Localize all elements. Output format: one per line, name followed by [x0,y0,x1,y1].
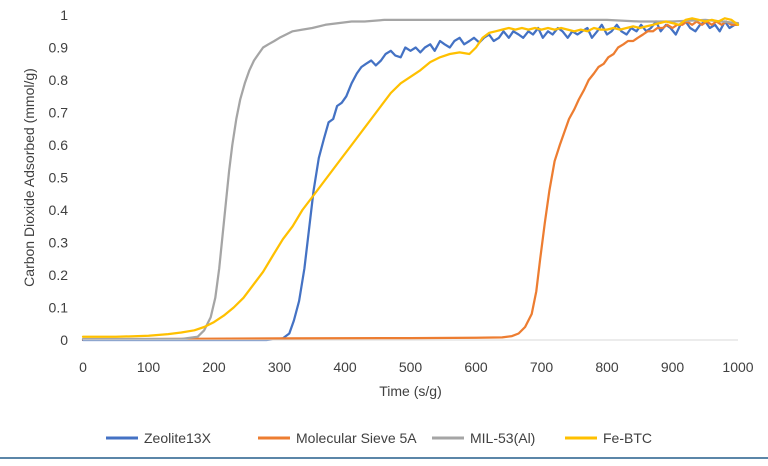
series-line-zeolite13x [81,20,740,342]
axes-layer: 0 100 200 300 400 500 600 700 800 900 1000 0 0.1 0.2 0… [49,7,754,375]
x-tick-label: 0 [79,359,87,375]
x-tick-label: 700 [530,359,554,375]
legend-label: Fe-BTC [603,430,652,446]
x-tick-label: 500 [399,359,423,375]
legend-label: Molecular Sieve 5A [296,430,417,446]
legend-item: Fe-BTC [565,430,652,446]
x-tick-label: 1000 [722,359,753,375]
y-tick-label: 0.3 [49,235,69,251]
legend-item: Molecular Sieve 5A [258,430,417,446]
y-tick-label: 0.7 [49,105,69,121]
x-tick-label: 300 [268,359,292,375]
y-tick-label: 1 [60,7,68,23]
y-tick-label: 0.6 [49,137,69,153]
series-layer [81,17,740,342]
x-tick-label: 600 [464,359,488,375]
x-tick-label: 900 [661,359,685,375]
y-tick-label: 0.5 [49,170,69,186]
legend-label: Zeolite13X [144,430,212,446]
x-tick-label: 200 [202,359,226,375]
legend: Zeolite13X Molecular Sieve 5A MIL-53(Al) Fe… [106,430,652,446]
x-tick-label: 400 [333,359,357,375]
legend-item: Zeolite13X [106,430,212,446]
y-axis-title: Carbon Dioxide Adsorbed (mmol/g) [21,68,37,287]
x-tick-label: 800 [595,359,619,375]
legend-item: MIL-53(Al) [432,430,535,446]
y-tick-label: 0.8 [49,72,69,88]
series-line-molecular-sieve-5a [81,20,740,341]
y-tick-label: 0 [60,332,68,348]
y-tick-label: 0.2 [49,267,69,283]
y-tick-label: 0.1 [49,300,69,316]
series-line-fe-btc [81,17,740,338]
series-line-mil-53-al [81,18,740,341]
legend-label: MIL-53(Al) [470,430,535,446]
x-axis-title: Time (s/g) [379,383,441,399]
y-tick-label: 0.4 [49,202,69,218]
x-tick-label: 100 [137,359,161,375]
y-tick-label: 0.9 [49,40,69,56]
